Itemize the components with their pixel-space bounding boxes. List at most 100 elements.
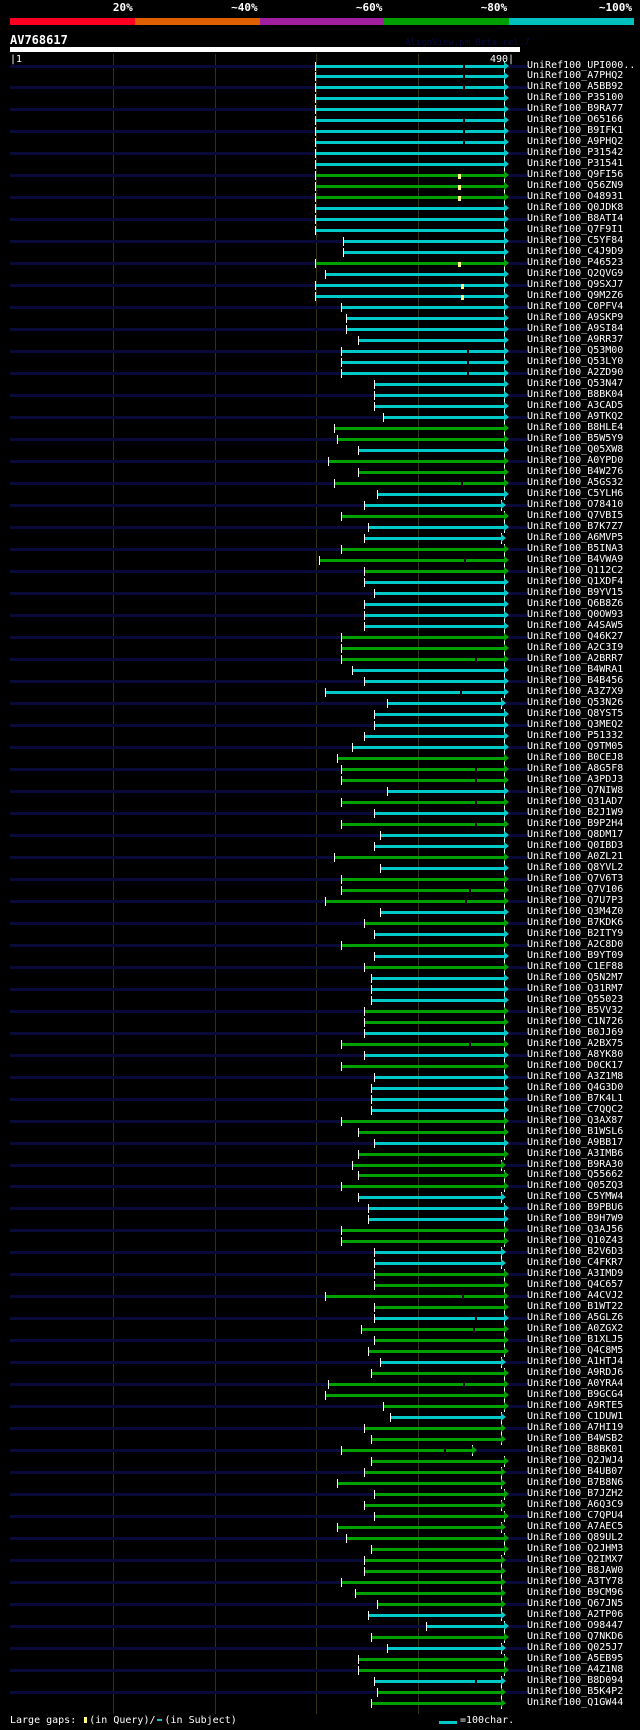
alignment-row[interactable]: UniRef100_Q5N2M7	[0, 972, 640, 984]
hit-label[interactable]: UniRef100_B0CEJ8	[527, 751, 624, 763]
hit-label[interactable]: UniRef100_B9CM96	[527, 1587, 624, 1599]
alignment-row[interactable]: UniRef100_Q56ZN9	[0, 180, 640, 193]
alignment-row[interactable]: UniRef100_Q53LY0	[0, 356, 640, 369]
hit-label[interactable]: UniRef100_P46523	[527, 257, 624, 269]
hit-label[interactable]: UniRef100_A5GLZ6	[527, 1312, 624, 1324]
hit-label[interactable]: UniRef100_Q3AJ56	[527, 1224, 624, 1236]
hit-label[interactable]: UniRef100_B2ITY9	[527, 927, 624, 939]
hit-label[interactable]: UniRef100_Q2JHM3	[527, 1543, 624, 1555]
alignment-row[interactable]: UniRef100_Q6B8Z6	[0, 598, 640, 610]
hit-label[interactable]: UniRef100_A4Z1N8	[527, 1664, 624, 1676]
alignment-row[interactable]: UniRef100_B2V6D3	[0, 1246, 640, 1259]
alignment-row[interactable]: UniRef100_B4W276	[0, 466, 640, 479]
alignment-row[interactable]: UniRef100_Q7NKD6	[0, 1631, 640, 1644]
alignment-row[interactable]: UniRef100_B2ITY9	[0, 927, 640, 940]
hit-label[interactable]: UniRef100_B9YT09	[527, 949, 624, 961]
alignment-row[interactable]: UniRef100_B0CEJ8	[0, 751, 640, 764]
alignment-row[interactable]: UniRef100_A2C8D0	[0, 939, 640, 951]
hit-label[interactable]: UniRef100_Q0JDK8	[527, 202, 624, 214]
alignment-row[interactable]: UniRef100_O98447	[0, 1620, 640, 1633]
alignment-row[interactable]: UniRef100_A9SI84	[0, 323, 640, 336]
hit-label[interactable]: UniRef100_P31541	[527, 158, 624, 170]
hit-label[interactable]: UniRef100_B2V6D3	[527, 1246, 624, 1258]
alignment-row[interactable]: UniRef100_A7PHQ2	[0, 70, 640, 83]
alignment-row[interactable]: UniRef100_Q8DM17	[0, 829, 640, 841]
hit-label[interactable]: UniRef100_Q53M00	[527, 345, 624, 357]
hit-label[interactable]: UniRef100_B4UB07	[527, 1466, 624, 1478]
hit-label[interactable]: UniRef100_B1WT22	[527, 1301, 624, 1313]
hit-label[interactable]: UniRef100_A2C3I9	[527, 641, 624, 653]
hit-label[interactable]: UniRef100_Q1XDF4	[527, 576, 624, 588]
hit-label[interactable]: UniRef100_A4SAW5	[527, 619, 624, 631]
hit-label[interactable]: UniRef100_A7PHQ2	[527, 70, 624, 82]
alignment-row[interactable]: UniRef100_B1XLJ5	[0, 1334, 640, 1347]
hit-label[interactable]: UniRef100_A5BB92	[527, 81, 624, 93]
alignment-row[interactable]: UniRef100_O48931	[0, 191, 640, 204]
alignment-row[interactable]: UniRef100_A9RR37	[0, 334, 640, 347]
alignment-row[interactable]: UniRef100_A3TY78	[0, 1576, 640, 1589]
hit-label[interactable]: UniRef100_Q4C8M5	[527, 1345, 624, 1357]
hit-label[interactable]: UniRef100_A8G5F8	[527, 762, 624, 774]
alignment-row[interactable]: UniRef100_Q67JN5	[0, 1598, 640, 1611]
alignment-row[interactable]: UniRef100_B5K4P2	[0, 1686, 640, 1699]
alignment-row[interactable]: UniRef100_B7JZH2	[0, 1488, 640, 1501]
alignment-row[interactable]: UniRef100_A3Z1M8	[0, 1071, 640, 1083]
hit-label[interactable]: UniRef100_Q2JWJ4	[527, 1455, 624, 1467]
hit-label[interactable]: UniRef100_A0ZL21	[527, 850, 624, 862]
hit-label[interactable]: UniRef100_C7QQC2	[527, 1103, 624, 1115]
alignment-row[interactable]: UniRef100_Q05ZQ3	[0, 1180, 640, 1193]
alignment-row[interactable]: UniRef100_Q2IMX7	[0, 1554, 640, 1567]
hit-label[interactable]: UniRef100_Q8YVL2	[527, 861, 624, 873]
hit-label[interactable]: UniRef100_Q2QVG9	[527, 268, 624, 280]
hit-label[interactable]: UniRef100_A3Z7X9	[527, 685, 624, 697]
alignment-row[interactable]: UniRef100_C5YMW4	[0, 1191, 640, 1204]
alignment-row[interactable]: UniRef100_Q2QVG9	[0, 268, 640, 281]
hit-label[interactable]: UniRef100_B1XLJ5	[527, 1334, 624, 1346]
alignment-row[interactable]: UniRef100_B1WSL6	[0, 1125, 640, 1138]
hit-label[interactable]: UniRef100_A9TKQ2	[527, 411, 624, 423]
alignment-row[interactable]: UniRef100_Q3M4Z0	[0, 906, 640, 918]
hit-label[interactable]: UniRef100_Q67JN5	[527, 1598, 624, 1610]
hit-label[interactable]: UniRef100_Q0OW93	[527, 609, 624, 620]
alignment-row[interactable]: UniRef100_Q7V106	[0, 884, 640, 896]
alignment-row[interactable]: UniRef100_A2ZD90	[0, 367, 640, 380]
alignment-row[interactable]: UniRef100_Q3AJ56	[0, 1224, 640, 1237]
alignment-row[interactable]: UniRef100_A4SAW5	[0, 619, 640, 632]
alignment-row[interactable]: UniRef100_A0ZL21	[0, 850, 640, 863]
hit-label[interactable]: UniRef100_Q31AD7	[527, 795, 624, 807]
alignment-row[interactable]: UniRef100_B9GCG4	[0, 1389, 640, 1402]
hit-label[interactable]: UniRef100_Q55023	[527, 993, 624, 1005]
hit-label[interactable]: UniRef100_C4J9D9	[527, 246, 624, 258]
alignment-row[interactable]: UniRef100_B4WSB2	[0, 1433, 640, 1446]
hit-label[interactable]: UniRef100_Q0IBD3	[527, 839, 624, 851]
hit-label[interactable]: UniRef100_B1WSL6	[527, 1125, 624, 1137]
alignment-row[interactable]: UniRef100_Q3AX87	[0, 1115, 640, 1127]
hit-label[interactable]: UniRef100_B7K7Z7	[527, 521, 624, 533]
alignment-row[interactable]: UniRef100_B8BK04	[0, 389, 640, 402]
hit-label[interactable]: UniRef100_B8BK01	[527, 1444, 624, 1456]
alignment-row[interactable]: UniRef100_A0YRA4	[0, 1378, 640, 1391]
hit-label[interactable]: UniRef100_A3IMB6	[527, 1147, 624, 1159]
alignment-row[interactable]: UniRef100_B9PBU6	[0, 1202, 640, 1215]
hit-label[interactable]: UniRef100_O98447	[527, 1620, 624, 1632]
hit-label[interactable]: UniRef100_Q9FI56	[527, 169, 624, 181]
hit-label[interactable]: UniRef100_A9SKP9	[527, 312, 624, 324]
alignment-row[interactable]: UniRef100_Q46K27	[0, 631, 640, 643]
hit-label[interactable]: UniRef100_A9RDJ6	[527, 1367, 624, 1379]
alignment-row[interactable]: UniRef100_P46523	[0, 257, 640, 270]
alignment-row[interactable]: UniRef100_A7HI19	[0, 1422, 640, 1435]
hit-label[interactable]: UniRef100_B8BK04	[527, 389, 624, 401]
hit-label[interactable]: UniRef100_B2J1W9	[527, 806, 624, 818]
hit-label[interactable]: UniRef100_A2BRR7	[527, 652, 624, 664]
alignment-row[interactable]: UniRef100_A9SKP9	[0, 312, 640, 325]
alignment-row[interactable]: UniRef100_A2BRR7	[0, 652, 640, 665]
hit-label[interactable]: UniRef100_Q53LY0	[527, 356, 624, 368]
alignment-row[interactable]: UniRef100_A2BX75	[0, 1038, 640, 1050]
alignment-row[interactable]: UniRef100_Q0IBD3	[0, 839, 640, 852]
hit-label[interactable]: UniRef100_O65166	[527, 114, 624, 126]
hit-label[interactable]: UniRef100_A2TP06	[527, 1609, 624, 1621]
alignment-row[interactable]: UniRef100_A5GLZ6	[0, 1312, 640, 1325]
alignment-row[interactable]: UniRef100_Q9M2Z6	[0, 290, 640, 303]
alignment-row[interactable]: UniRef100_A5GS32	[0, 477, 640, 490]
alignment-row[interactable]: UniRef100_Q7NIW8	[0, 785, 640, 797]
